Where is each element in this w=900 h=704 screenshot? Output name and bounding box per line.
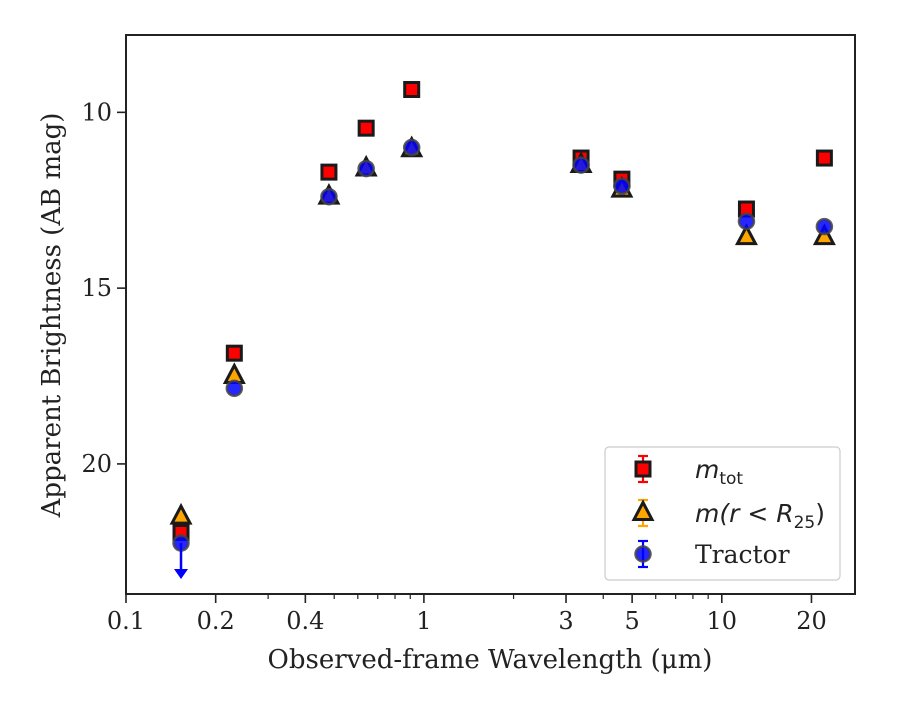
major-ticks: 0.1 0.2 0.4 1 3 5 10 20 10 15 20 xyxy=(81,98,826,635)
y-tick-label: 20 xyxy=(81,450,112,478)
data-point-circle xyxy=(815,217,834,236)
data-point-square xyxy=(225,344,243,362)
legend-entry-triangle: m(r < R25) xyxy=(631,498,825,533)
y-axis-label: Apparent Brightness (AB mag) xyxy=(37,113,67,519)
x-tick-label: 0.2 xyxy=(197,607,235,635)
x-tick-label: 5 xyxy=(624,607,639,635)
data-point-circle xyxy=(357,159,375,178)
x-tick-label: 10 xyxy=(707,607,738,635)
x-tick-label: 0.1 xyxy=(107,607,145,635)
data-point-circle xyxy=(402,138,421,157)
legend-label: mtot xyxy=(695,455,743,489)
upper-limit-arrow-head xyxy=(174,569,189,580)
data-point-triangle xyxy=(169,502,193,525)
legend-box xyxy=(604,446,841,581)
data-point-circle xyxy=(225,379,244,398)
data-point-square xyxy=(357,119,375,137)
x-tick-label: 1 xyxy=(416,607,431,635)
data-point-circle xyxy=(572,156,590,174)
series-circle xyxy=(172,138,834,580)
data-point-circle xyxy=(737,212,756,231)
legend-marker-square xyxy=(634,460,652,478)
x-tick-label: 3 xyxy=(558,607,573,635)
legend-entry-square: mtot xyxy=(634,454,743,489)
y-tick-label: 15 xyxy=(81,274,112,302)
y-tick-label: 10 xyxy=(81,98,112,126)
legend-label: m(r < R25) xyxy=(695,499,825,533)
legend-marker-triangle xyxy=(631,499,655,521)
legend-label: Tractor xyxy=(695,540,790,569)
legend: mtot m(r < R25) Tractor xyxy=(604,446,841,581)
data-point-square xyxy=(403,80,421,98)
data-point-circle xyxy=(320,187,338,206)
x-tick-label: 0.4 xyxy=(286,607,324,635)
legend-marker-circle xyxy=(634,545,652,563)
x-axis-label: Observed-frame Wavelength (μm) xyxy=(268,645,713,675)
data-point-square xyxy=(815,149,833,167)
data-points xyxy=(169,80,836,580)
x-tick-label: 20 xyxy=(796,607,827,635)
data-point-triangle xyxy=(734,223,758,246)
data-point-circle xyxy=(613,177,631,195)
legend-entry-circle: Tractor xyxy=(634,539,790,569)
plot-frame xyxy=(125,34,856,595)
data-point-square xyxy=(320,163,338,181)
